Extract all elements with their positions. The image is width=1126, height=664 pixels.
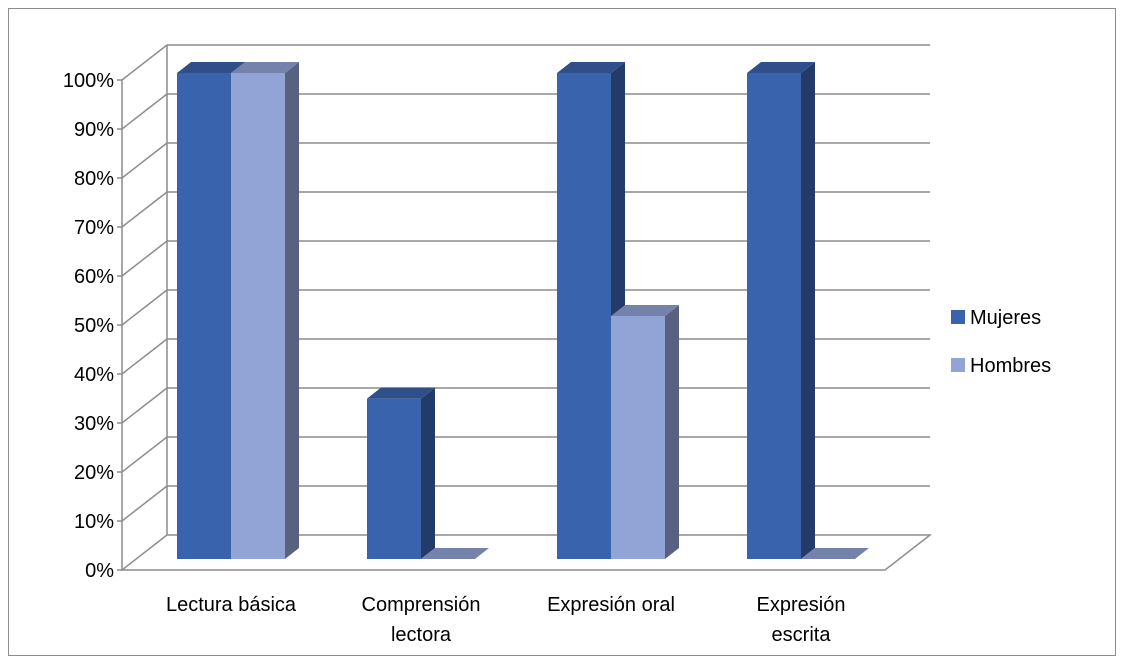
gridline-side	[121, 338, 168, 375]
legend-swatch	[951, 358, 965, 372]
bar-top	[801, 548, 869, 559]
bar-hombres-2	[611, 305, 679, 559]
bar-hombres-0	[231, 62, 299, 559]
bar-top	[557, 62, 625, 73]
bars	[177, 62, 869, 559]
gridline-side	[121, 436, 168, 473]
y-tick-label: 30%	[74, 413, 114, 435]
bar-top	[611, 305, 679, 316]
bar-side	[801, 62, 815, 559]
legend-label: Mujeres	[970, 307, 1041, 329]
bar-top	[177, 62, 245, 73]
y-tick-label: 100%	[63, 70, 114, 92]
bar-mujeres-1	[367, 387, 435, 559]
legend-item-mujeres: Mujeres	[951, 307, 1041, 329]
gridline-side	[121, 44, 168, 81]
legend: Mujeres Hombres	[951, 307, 1051, 377]
x-tick-label: Expresión oral	[547, 594, 675, 616]
bar-mujeres-3	[747, 62, 815, 559]
bar-front	[747, 73, 801, 559]
x-tick-label: Comprensión lectora	[362, 594, 481, 646]
bar-top	[747, 62, 815, 73]
bar-front	[611, 316, 665, 559]
x-tick-label: Expresión escrita	[757, 594, 846, 646]
gridline-side	[121, 191, 168, 228]
floor	[119, 534, 933, 571]
legend-item-hombres: Hombres	[951, 355, 1051, 377]
bar-top	[231, 62, 299, 73]
bar-hombres-3	[801, 548, 869, 559]
bar-front	[177, 73, 231, 559]
y-tick-label: 40%	[74, 364, 114, 386]
y-tick-label: 20%	[74, 462, 114, 484]
y-axis-ticks: 0% 10% 20% 30% 40% 50% 60% 70% 80% 90% 100%	[63, 70, 123, 582]
bar-front	[231, 73, 285, 559]
y-tick-label: 60%	[74, 266, 114, 288]
bar-hombres-1	[421, 548, 489, 559]
bar-top	[367, 387, 435, 399]
x-axis-labels: Lectura básica Comprensión lectora Expresió…	[166, 594, 846, 646]
x-tick-label: Lectura básica	[166, 594, 297, 616]
y-tick-label: 0%	[85, 560, 114, 582]
bar-side	[421, 387, 435, 559]
legend-label: Hombres	[970, 355, 1051, 377]
bar-side	[285, 62, 299, 559]
gridline-side	[121, 387, 168, 424]
gridline-side	[121, 240, 168, 277]
bar-front	[367, 398, 421, 559]
y-tick-label: 90%	[74, 119, 114, 141]
gridline-side	[121, 485, 168, 522]
bar-front	[557, 73, 611, 559]
y-tick-label: 80%	[74, 168, 114, 190]
bar-top	[421, 548, 489, 559]
y-tick-label: 70%	[74, 217, 114, 239]
gridline-side	[121, 289, 168, 326]
gridline-side	[121, 142, 168, 179]
y-tick-label: 50%	[74, 315, 114, 337]
legend-swatch	[951, 310, 965, 324]
bar-side	[665, 305, 679, 559]
y-tick-label: 10%	[74, 511, 114, 533]
gridline-side	[121, 93, 168, 130]
